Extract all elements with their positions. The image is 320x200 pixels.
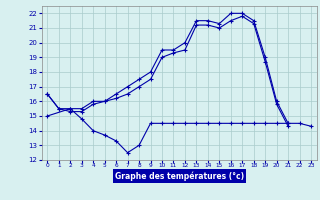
X-axis label: Graphe des températures (°c): Graphe des températures (°c) bbox=[115, 171, 244, 181]
